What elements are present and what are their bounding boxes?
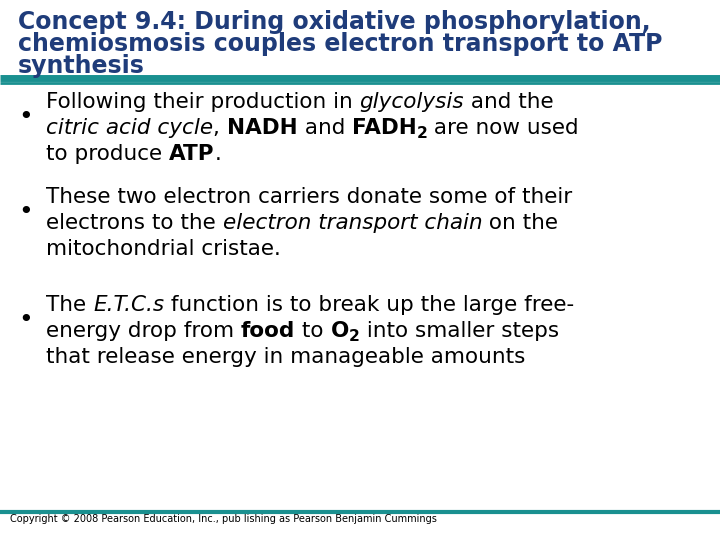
Text: O: O: [330, 321, 349, 341]
Text: ATP: ATP: [169, 144, 215, 164]
Text: on the: on the: [482, 213, 558, 233]
Text: These two electron carriers donate some of their: These two electron carriers donate some …: [46, 187, 572, 207]
Text: NADH: NADH: [227, 118, 297, 138]
Text: glycolysis: glycolysis: [359, 92, 464, 112]
Text: mitochondrial cristae.: mitochondrial cristae.: [46, 239, 281, 259]
Text: synthesis: synthesis: [18, 54, 145, 78]
Text: and the: and the: [464, 92, 554, 112]
Text: and: and: [297, 118, 352, 138]
Text: citric acid cycle: citric acid cycle: [46, 118, 213, 138]
Text: Concept 9.4: During oxidative phosphorylation,: Concept 9.4: During oxidative phosphoryl…: [18, 10, 651, 34]
Text: function is to break up the large free-: function is to break up the large free-: [164, 295, 575, 315]
Text: to produce: to produce: [46, 144, 169, 164]
Text: electrons to the: electrons to the: [46, 213, 222, 233]
Text: •: •: [18, 200, 32, 224]
Text: Following their production in: Following their production in: [46, 92, 359, 112]
Text: electron transport chain: electron transport chain: [222, 213, 482, 233]
Text: 2: 2: [349, 329, 360, 344]
Text: •: •: [18, 308, 32, 332]
Text: .: .: [215, 144, 221, 164]
Text: E.T.C.s: E.T.C.s: [93, 295, 164, 315]
Text: chemiosmosis couples electron transport to ATP: chemiosmosis couples electron transport …: [18, 32, 662, 56]
Text: Copyright © 2008 Pearson Education, Inc., pub lishing as Pearson Benjamin Cummin: Copyright © 2008 Pearson Education, Inc.…: [10, 514, 437, 524]
Text: that release energy in manageable amounts: that release energy in manageable amount…: [46, 347, 526, 367]
Text: FADH: FADH: [352, 118, 416, 138]
Text: are now used: are now used: [428, 118, 579, 138]
Text: energy drop from: energy drop from: [46, 321, 241, 341]
Text: food: food: [241, 321, 295, 341]
Text: •: •: [18, 105, 32, 129]
Text: 2: 2: [416, 126, 428, 141]
Text: into smaller steps: into smaller steps: [360, 321, 559, 341]
Text: to: to: [295, 321, 330, 341]
Text: ,: ,: [213, 118, 227, 138]
Text: The: The: [46, 295, 93, 315]
